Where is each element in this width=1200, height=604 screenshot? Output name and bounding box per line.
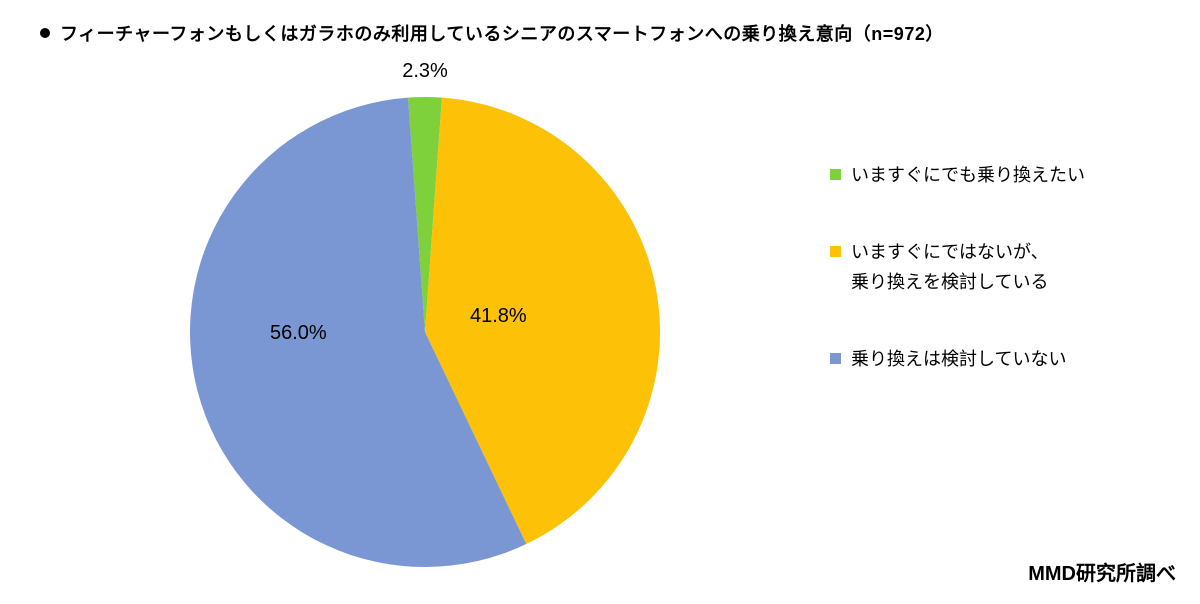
- slice-label: 41.8%: [470, 305, 527, 328]
- legend-item: いますぐにではないが、 乗り換えを検討している: [830, 237, 1170, 298]
- pie-svg: [185, 92, 665, 572]
- chart-title: フィーチャーフォンもしくはガラホのみ利用しているシニアのスマートフォンへの乗り換…: [60, 20, 944, 46]
- legend-item: いますぐにでも乗り換えたい: [830, 160, 1170, 191]
- legend-item: 乗り換えは検討していない: [830, 344, 1170, 375]
- legend-label: いますぐにでも乗り換えたい: [851, 160, 1085, 191]
- pie-chart: 2.3% 41.8% 56.0%: [170, 60, 680, 580]
- legend-swatch: [830, 353, 841, 364]
- source-credit: MMD研究所調べ: [1028, 557, 1176, 586]
- bullet-icon: [40, 28, 50, 38]
- legend: いますぐにでも乗り換えたいいますぐにではないが、 乗り換えを検討している乗り換え…: [830, 160, 1170, 420]
- legend-label: 乗り換えは検討していない: [851, 344, 1066, 375]
- chart-title-row: フィーチャーフォンもしくはガラホのみ利用しているシニアのスマートフォンへの乗り換…: [40, 20, 944, 46]
- legend-swatch: [830, 246, 841, 257]
- slice-label: 56.0%: [270, 322, 327, 345]
- legend-label: いますぐにではないが、 乗り換えを検討している: [851, 237, 1049, 298]
- slice-label-top: 2.3%: [170, 60, 680, 83]
- page: フィーチャーフォンもしくはガラホのみ利用しているシニアのスマートフォンへの乗り換…: [0, 0, 1200, 604]
- legend-swatch: [830, 169, 841, 180]
